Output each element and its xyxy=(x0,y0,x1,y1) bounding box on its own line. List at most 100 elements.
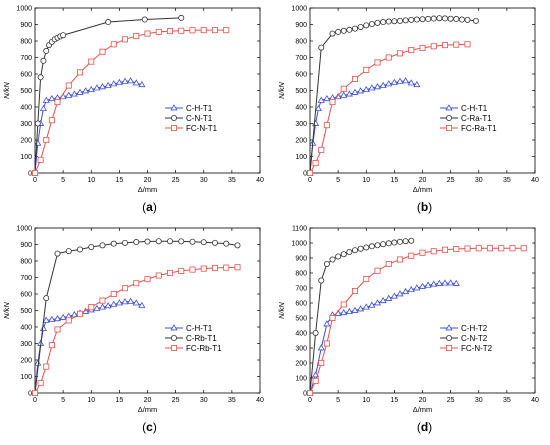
data-point xyxy=(53,314,62,322)
data-point xyxy=(357,23,364,30)
data-point xyxy=(379,81,387,88)
legend-marker xyxy=(170,115,177,122)
legend-entry: FC-N-T2 xyxy=(461,344,493,353)
data-point xyxy=(37,74,44,81)
data-point xyxy=(144,238,151,245)
data-point xyxy=(82,87,90,94)
data-point xyxy=(408,252,415,259)
series-line xyxy=(309,43,468,174)
data-point xyxy=(144,30,151,37)
x-tick-label: 35 xyxy=(228,397,236,404)
data-point xyxy=(144,276,151,283)
data-point xyxy=(396,17,403,24)
data-point xyxy=(77,246,84,253)
x-axis-label: Δ/mm xyxy=(413,405,433,414)
x-tick-label: 25 xyxy=(447,397,455,404)
data-point xyxy=(464,245,471,252)
data-point xyxy=(408,16,415,23)
y-tick-label: 200 xyxy=(20,138,32,145)
data-point xyxy=(419,16,426,23)
y-tick-label: 1000 xyxy=(16,226,32,233)
legend-marker xyxy=(170,324,178,331)
legend-entry: C-H-T2 xyxy=(461,324,488,333)
y-tick-label: 500 xyxy=(20,308,32,315)
series-line xyxy=(309,80,418,174)
data-point xyxy=(346,26,353,33)
x-tick-label: 10 xyxy=(87,397,95,404)
data-point xyxy=(335,28,342,35)
data-point xyxy=(48,94,56,102)
data-point xyxy=(43,363,50,370)
x-tick-label: 5 xyxy=(61,397,65,404)
y-tick-label: 300 xyxy=(295,121,307,128)
data-point xyxy=(39,324,47,332)
y-tick-label: 200 xyxy=(295,361,307,368)
y-tick-label: 0 xyxy=(303,391,307,398)
series-C-N-T1 xyxy=(32,14,185,176)
data-point xyxy=(99,48,106,55)
data-point xyxy=(374,19,381,26)
data-point xyxy=(34,120,41,127)
series-C-H-T1 xyxy=(31,77,146,176)
data-point xyxy=(351,306,359,313)
x-tick-label: 0 xyxy=(33,177,37,184)
data-point xyxy=(329,99,336,106)
data-point xyxy=(441,246,448,253)
data-point xyxy=(48,342,55,349)
data-point xyxy=(65,91,73,98)
data-point xyxy=(368,301,376,308)
data-point xyxy=(464,16,471,23)
y-tick-label: 600 xyxy=(20,292,32,299)
x-tick-label: 20 xyxy=(419,397,427,404)
data-point xyxy=(98,303,107,310)
data-point xyxy=(368,243,375,250)
data-point xyxy=(453,245,460,252)
x-tick-label: 0 xyxy=(308,177,312,184)
x-tick-label: 20 xyxy=(144,177,152,184)
x-tick-label: 5 xyxy=(61,177,65,184)
data-point xyxy=(34,359,42,366)
data-point xyxy=(32,389,39,396)
x-tick-label: 10 xyxy=(362,397,370,404)
data-point xyxy=(340,27,347,34)
data-point xyxy=(211,239,218,246)
data-point xyxy=(363,275,370,282)
data-point xyxy=(98,83,107,90)
y-tick-label: 500 xyxy=(20,88,32,95)
data-point xyxy=(402,77,410,84)
data-point xyxy=(138,80,146,88)
data-point xyxy=(402,17,409,24)
x-tick-label: 25 xyxy=(172,397,180,404)
y-tick-label: 0 xyxy=(303,171,307,178)
data-point xyxy=(363,244,370,251)
data-point xyxy=(340,91,348,98)
data-point xyxy=(189,27,196,34)
data-point xyxy=(88,243,95,250)
x-tick-label: 40 xyxy=(531,397,539,404)
data-point xyxy=(318,44,325,51)
data-point xyxy=(70,90,78,97)
data-point xyxy=(88,304,95,311)
data-point xyxy=(127,77,135,84)
y-tick-label: 900 xyxy=(20,22,32,29)
x-tick-label: 15 xyxy=(390,397,398,404)
data-point xyxy=(178,27,185,34)
data-point xyxy=(37,156,44,163)
data-point xyxy=(391,239,398,246)
y-tick-label: 300 xyxy=(20,121,32,128)
data-point xyxy=(93,304,101,311)
data-point xyxy=(76,88,84,95)
data-point xyxy=(435,279,443,286)
series-line xyxy=(309,17,476,174)
legend-marker xyxy=(170,344,177,351)
data-point xyxy=(329,30,336,37)
data-point xyxy=(59,313,67,320)
x-tick-label: 15 xyxy=(390,177,398,184)
y-tick-label: 1000 xyxy=(291,241,307,248)
data-point xyxy=(178,267,185,274)
x-tick-label: 30 xyxy=(475,397,483,404)
data-point xyxy=(418,282,427,289)
data-point xyxy=(373,299,382,306)
data-point xyxy=(464,41,471,48)
y-tick-label: 600 xyxy=(295,301,307,308)
